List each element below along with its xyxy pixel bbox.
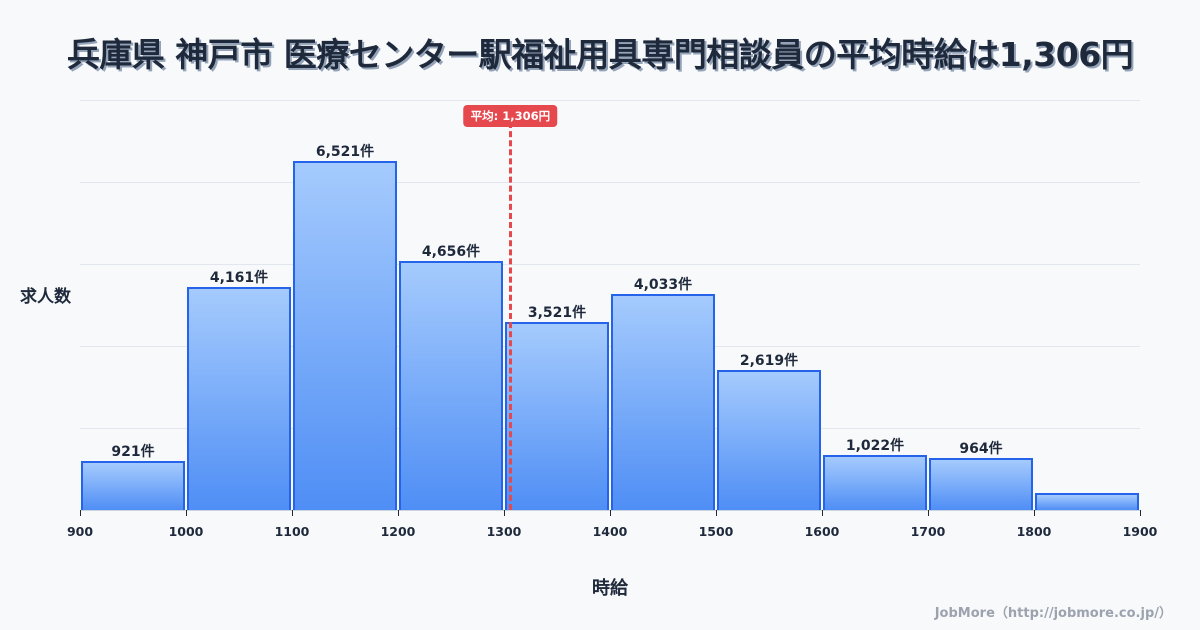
x-axis-label: 時給 — [592, 578, 628, 599]
gridline — [80, 100, 1140, 101]
histogram-bar — [611, 294, 715, 510]
bar-value-label: 4,033件 — [633, 277, 693, 294]
bar-value-label: 4,161件 — [209, 270, 269, 287]
x-axis-tick — [716, 510, 717, 516]
x-axis-tick — [186, 510, 187, 516]
x-axis-tick — [822, 510, 823, 516]
histogram-bar — [717, 369, 821, 510]
gridline — [80, 428, 1140, 429]
x-axis-tick-label: 900 — [66, 524, 94, 539]
x-axis-tick — [504, 510, 505, 516]
gridline — [80, 264, 1140, 265]
x-axis-tick-label: 1300 — [486, 524, 522, 539]
gridline — [80, 346, 1140, 347]
bar-value-label: 921件 — [111, 443, 155, 460]
mean-badge: 平均: 1,306円 — [463, 105, 558, 127]
histogram-bar — [187, 287, 291, 510]
source-credit: JobMore（http://jobmore.co.jp/） — [934, 606, 1172, 621]
x-axis-tick-label: 1000 — [168, 524, 204, 539]
x-axis-tick-label: 1400 — [592, 524, 628, 539]
histogram-bar — [505, 321, 609, 510]
histogram-plot-area: 921件 4,161件 6,521件 4,656件 3,521件 4,033件 2,619件… — [67, 100, 1157, 539]
x-axis-tick-label: 1900 — [1122, 524, 1158, 539]
mean-line — [509, 122, 513, 510]
y-axis-label: 求人数 — [20, 287, 71, 307]
x-axis-tick — [398, 510, 399, 516]
x-axis-tick — [610, 510, 611, 516]
x-axis-tick-label: 1100 — [274, 524, 310, 539]
x-axis-tick — [1034, 510, 1035, 516]
bar-value-label: 4,656件 — [421, 243, 481, 260]
bar-value-label: 1,022件 — [845, 438, 905, 455]
histogram-bar — [81, 460, 185, 510]
x-axis-tick — [292, 510, 293, 516]
histogram-bar — [293, 160, 397, 510]
x-axis-tick — [80, 510, 81, 516]
page-title: 兵庫県 神戸市 医療センター駅福祉用具専門相談員の平均時給は1,306円 — [66, 35, 1134, 74]
x-axis-tick-label: 1800 — [1016, 524, 1052, 539]
histogram-bar — [929, 458, 1033, 510]
bar-value-label: 2,619件 — [739, 352, 799, 369]
bar-value-label: 3,521件 — [527, 304, 587, 321]
bar-value-label: 964件 — [959, 441, 1003, 458]
histogram-bar — [1035, 492, 1139, 510]
histogram-bar — [823, 455, 927, 510]
gridline — [80, 182, 1140, 183]
x-axis-tick-label: 1700 — [910, 524, 946, 539]
bar-value-label: 6,521件 — [315, 143, 375, 160]
x-axis-tick-label: 1500 — [698, 524, 734, 539]
histogram-bar — [399, 260, 503, 510]
x-axis-tick — [1140, 510, 1141, 516]
x-axis-tick — [928, 510, 929, 516]
x-axis-tick-label: 1600 — [804, 524, 840, 539]
x-axis-tick-label: 1200 — [380, 524, 416, 539]
